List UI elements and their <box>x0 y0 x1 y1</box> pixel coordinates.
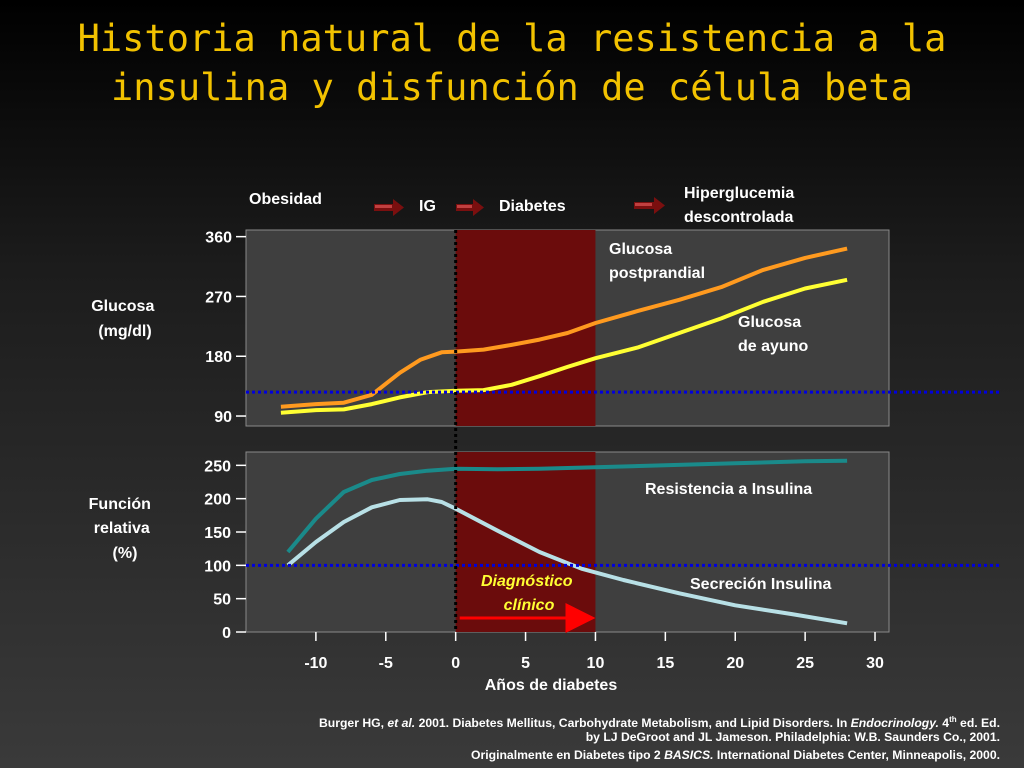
y-tick-label: 90 <box>214 409 232 426</box>
y-tick-label: 50 <box>213 592 231 609</box>
stage-arrow-icon <box>374 199 404 216</box>
stage-diabetes: Diabetes <box>499 198 566 215</box>
stage-arrow-icon <box>456 199 484 216</box>
stage-arrow-icon <box>634 197 665 214</box>
postprandial-label: Glucosa postprandial <box>609 241 705 282</box>
stage-hiperglucemia: Hiperglucemia descontrolada <box>684 185 799 226</box>
x-tick-label: 10 <box>587 655 605 672</box>
fasting-label: Glucosa de ayuno <box>738 314 808 355</box>
x-tick-label: -5 <box>379 655 393 672</box>
reference-line-3: Originalmente en Diabetes tipo 2 BASICS.… <box>471 748 1000 762</box>
y-tick-label: 100 <box>204 558 231 575</box>
x-tick-label: 0 <box>451 655 460 672</box>
resistance-line <box>286 458 848 554</box>
y-tick-label: 360 <box>205 230 232 247</box>
y-tick-label: 180 <box>205 349 232 366</box>
slide-title: Historia natural de la resistencia a la … <box>77 17 947 109</box>
y-tick-label: 150 <box>204 525 231 542</box>
x-tick-label: 20 <box>726 655 744 672</box>
fasting-line <box>280 277 848 415</box>
secretion-label: Secreción Insulina <box>690 576 831 593</box>
y-tick-label: 0 <box>222 625 231 642</box>
x-tick-label: 5 <box>521 655 530 672</box>
x-axis-label: Años de diabetes <box>485 677 618 694</box>
diabetes-band-top <box>455 230 596 426</box>
postprandial-line <box>280 246 848 409</box>
stage-obesidad: Obesidad <box>249 191 322 208</box>
diagnosis-label: Diagnóstico clínico <box>481 573 577 614</box>
y-tick-label: 250 <box>204 458 231 475</box>
glucose-axis-label: Glucosa (mg/dl) <box>91 298 159 340</box>
stage-ig: IG <box>419 198 436 215</box>
reference-line-1: Burger HG, et al. 2001. Diabetes Mellitu… <box>319 715 1000 731</box>
resistance-label: Resistencia a Insulina <box>645 481 812 498</box>
diabetes-band-bottom <box>455 452 596 632</box>
x-tick-label: 25 <box>796 655 814 672</box>
secretion-line <box>286 497 848 626</box>
y-tick-label: 270 <box>205 289 232 306</box>
reference-line-2: by LJ DeGroot and JL Jameson. Philadelph… <box>585 730 1000 744</box>
y-tick-label: 200 <box>204 492 231 509</box>
function-axis-label: Función relativa (%) <box>89 496 156 562</box>
x-tick-label: -10 <box>304 655 327 672</box>
x-tick-label: 15 <box>656 655 674 672</box>
x-tick-label: 30 <box>866 655 884 672</box>
